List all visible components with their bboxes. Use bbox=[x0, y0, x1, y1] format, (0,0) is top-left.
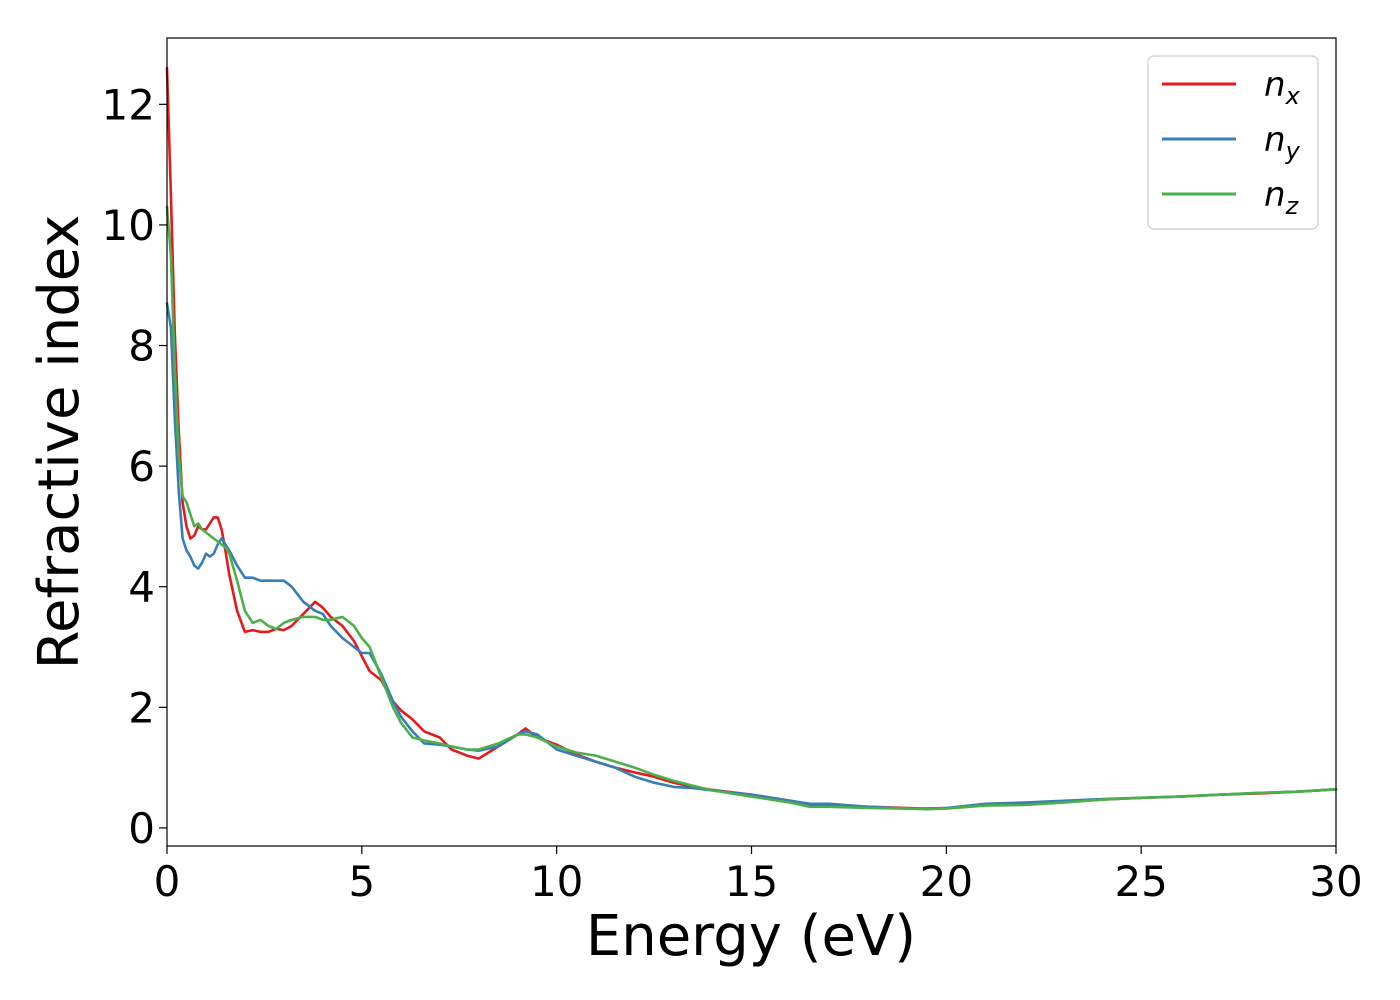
y-tick-label: 12 bbox=[102, 80, 155, 129]
x-tick-label: 30 bbox=[1309, 857, 1362, 906]
legend-label-y: ny bbox=[1264, 120, 1301, 165]
legend-frame bbox=[1147, 55, 1319, 230]
x-tick-label: 25 bbox=[1114, 857, 1167, 906]
x-tick-label: 20 bbox=[920, 857, 973, 906]
legend: nx ny nz bbox=[1147, 55, 1319, 230]
legend-label-z: nz bbox=[1264, 175, 1300, 220]
legend-label-x: nx bbox=[1264, 65, 1301, 110]
y-axis: 0 2 4 6 8 10 12 bbox=[102, 80, 167, 853]
y-tick-label: 0 bbox=[128, 804, 155, 853]
x-tick-label: 5 bbox=[348, 857, 375, 906]
x-tick-label: 15 bbox=[725, 857, 778, 906]
y-tick-label: 6 bbox=[128, 442, 155, 491]
series-layer bbox=[165, 66, 1338, 811]
y-axis-label: Refractive index bbox=[27, 215, 92, 670]
y-tick-label: 8 bbox=[128, 322, 155, 371]
y-tick-label: 10 bbox=[102, 201, 155, 250]
y-tick-label: 4 bbox=[128, 563, 155, 612]
x-tick-label: 0 bbox=[154, 857, 181, 906]
x-tick-label: 10 bbox=[530, 857, 583, 906]
x-axis-label: Energy (eV) bbox=[586, 904, 916, 969]
y-tick-label: 2 bbox=[128, 683, 155, 732]
x-axis: 0 5 10 15 20 25 30 bbox=[154, 846, 1363, 906]
series-line-z bbox=[165, 205, 1338, 811]
